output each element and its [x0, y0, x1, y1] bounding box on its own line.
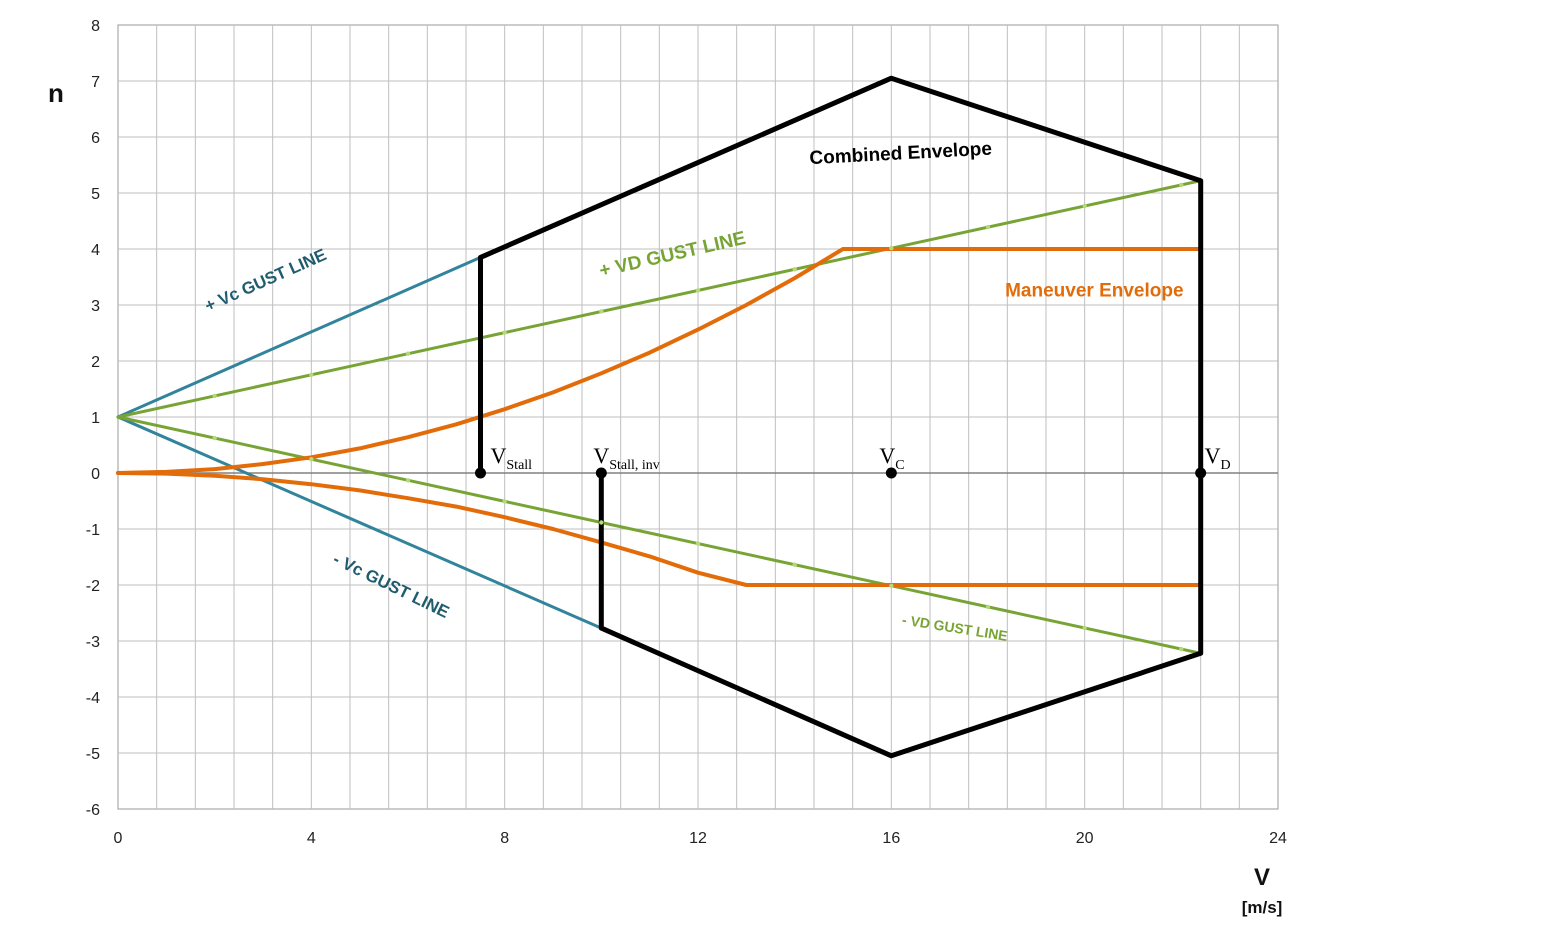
series-marker [985, 604, 991, 610]
y-tick-label: -4 [86, 690, 100, 707]
series-marker [599, 520, 604, 525]
gridlines [118, 25, 1278, 809]
x-tick-label: 16 [882, 830, 900, 847]
x-tick-label: 4 [307, 830, 316, 847]
series-marker [792, 562, 797, 567]
series-marker [1082, 203, 1087, 209]
series-maneuver-pos [116, 247, 1203, 475]
y-tick-label: -2 [86, 578, 100, 595]
series-marker [309, 372, 314, 377]
series-marker [212, 435, 217, 441]
y-tick-label: 1 [91, 410, 100, 427]
series-marker [405, 351, 411, 356]
series-marker [1179, 646, 1184, 652]
speed-point-label: VStall [491, 443, 533, 473]
x-tick-label: 8 [500, 830, 509, 847]
speed-point [1195, 467, 1207, 479]
speed-point-label: VD [1205, 443, 1231, 473]
speed-point-label: VC [879, 443, 904, 473]
x-axis-title: V [1254, 864, 1270, 891]
series-marker [695, 541, 701, 546]
speed-points: VStall VStall, inv VC VD [475, 443, 1231, 479]
y-tick-label: 4 [91, 242, 100, 259]
speed-point [475, 467, 486, 479]
y-tick-label: 2 [91, 354, 100, 371]
speed-point [885, 467, 897, 479]
y-tick-label: 7 [91, 74, 100, 91]
series-vc-gust-neg [116, 415, 603, 630]
x-tick-label: 20 [1076, 830, 1094, 847]
series-vd-gust-pos [116, 179, 1203, 419]
series-marker [599, 309, 604, 314]
speed-point [595, 467, 607, 479]
series-marker [502, 499, 507, 504]
y-tick-label: -6 [86, 802, 100, 819]
y-tick-label: 3 [91, 298, 100, 315]
series-marker [1179, 182, 1184, 188]
series-vc-gust-pos [116, 255, 482, 419]
series-combined-envelope [478, 75, 1204, 759]
speed-point-label: VStall, inv [593, 443, 659, 473]
annotation-maneuver: Maneuver Envelope [1005, 281, 1183, 302]
y-tick-label: 8 [91, 18, 100, 35]
series-marker [792, 267, 797, 272]
y-tick-label: 6 [91, 130, 100, 147]
x-tick-label: 12 [689, 830, 707, 847]
y-tick-label: 5 [91, 186, 100, 203]
y-tick-label: -3 [86, 634, 100, 651]
series-marker [212, 393, 217, 399]
series-marker [502, 330, 507, 335]
x-tick-label: 0 [114, 830, 123, 847]
series-marker [309, 457, 314, 462]
y-tick-label: -1 [86, 522, 100, 539]
series-marker [695, 288, 701, 293]
x-tick-label: 24 [1269, 830, 1287, 847]
series-marker [889, 246, 894, 251]
series-marker [405, 478, 411, 483]
series-maneuver-neg [116, 471, 1203, 587]
x-axis-unit: [m/s] [1242, 898, 1283, 917]
series-marker [889, 583, 894, 588]
y-tick-label: 0 [91, 466, 100, 483]
series-marker [985, 224, 991, 230]
series-lines [116, 75, 1204, 759]
series-vd-gust-neg [116, 415, 1203, 655]
series-marker [1082, 625, 1087, 631]
tick-labels: 0 4 8 12 16 20 24 8 7 6 5 4 3 2 1 0 -1 -2 -3 -4 -5 -6 [86, 18, 1287, 847]
y-tick-label: -5 [86, 746, 100, 763]
y-axis-title: n [48, 78, 64, 108]
